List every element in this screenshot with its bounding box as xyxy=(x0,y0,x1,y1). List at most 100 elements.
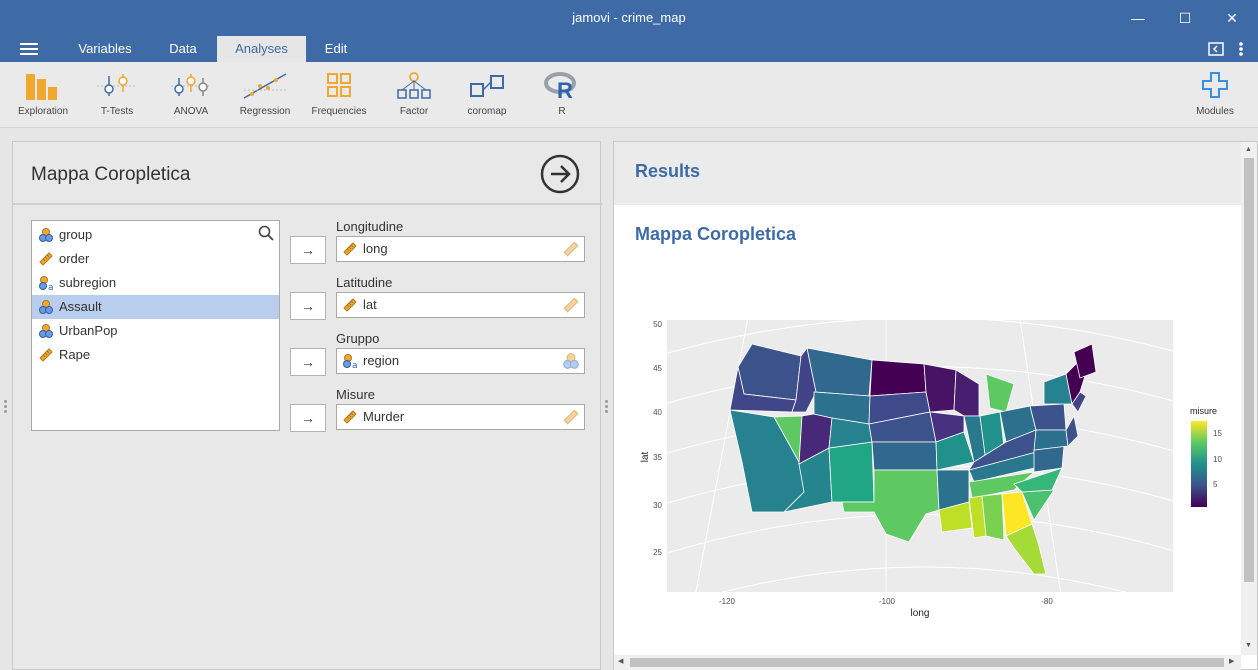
factor-icon xyxy=(397,72,431,99)
ribbon-frequencies[interactable]: Frequencies xyxy=(308,70,370,117)
ribbon-label: Frequencies xyxy=(311,106,367,117)
tab-variables[interactable]: Variables xyxy=(78,41,132,56)
ribbon-label: Modules xyxy=(1196,106,1234,117)
menu-bar: Variables Data Analyses Edit xyxy=(0,36,1258,62)
nominal-text-variable-icon: a xyxy=(343,354,358,369)
scroll-down-icon[interactable]: ▼ xyxy=(1245,642,1252,649)
move-to-latitude-button[interactable]: → xyxy=(290,292,326,320)
scroll-right-icon[interactable]: ▶ xyxy=(1229,658,1235,665)
longitude-slot[interactable]: long xyxy=(336,236,585,262)
results-header: Results xyxy=(614,142,1241,205)
slot-label-group: Gruppo xyxy=(336,331,380,346)
scroll-left-icon[interactable]: ◀ xyxy=(618,658,624,665)
options-panel: Mappa Coropletica group order a subregio… xyxy=(12,141,602,670)
minimize-icon[interactable]: — xyxy=(1131,10,1145,26)
tab-analyses[interactable]: Analyses xyxy=(217,36,306,62)
tab-edit[interactable]: Edit xyxy=(324,41,348,56)
ribbon-anova[interactable]: ANOVA xyxy=(166,70,216,117)
x-axis-title: long xyxy=(911,608,930,619)
y-tick-label: 40 xyxy=(653,408,662,417)
list-item[interactable]: order xyxy=(32,247,279,271)
legend-tick-label: 10 xyxy=(1213,455,1222,464)
left-splitter-handle[interactable] xyxy=(4,400,7,415)
center-splitter-handle[interactable] xyxy=(605,400,608,415)
coromap-icon xyxy=(470,75,504,97)
svg-text:a: a xyxy=(48,283,54,291)
move-to-measures-button[interactable]: → xyxy=(290,404,326,432)
slot-label-latitude: Latitudine xyxy=(336,275,393,290)
continuous-variable-icon xyxy=(39,252,53,266)
y-tick-label: 30 xyxy=(653,501,662,510)
y-tick-label: 35 xyxy=(653,453,662,462)
ribbon-coromap[interactable]: coromap xyxy=(462,70,512,117)
maximize-icon[interactable]: ☐ xyxy=(1178,10,1192,26)
variable-name: subregion xyxy=(59,275,117,290)
vertical-scroll-thumb[interactable] xyxy=(1244,158,1254,582)
nominal-text-variable-icon: a xyxy=(39,276,54,291)
variable-name: Assault xyxy=(59,299,102,314)
continuous-type-icon xyxy=(563,409,579,425)
ribbon-t-tests[interactable]: T-Tests xyxy=(92,70,142,117)
ribbon-modules[interactable]: Modules xyxy=(1190,70,1240,117)
hamburger-menu-icon[interactable] xyxy=(20,43,38,55)
variable-list[interactable]: group order a subregion Assault UrbanPop… xyxy=(31,220,280,431)
results-analysis-title: Mappa Coropletica xyxy=(635,224,797,244)
nominal-variable-icon xyxy=(39,300,53,314)
list-item[interactable]: Rape xyxy=(32,343,279,367)
anova-icon xyxy=(171,74,211,96)
svg-text:R: R xyxy=(557,78,573,102)
vertical-scrollbar[interactable]: ▲ ▼ xyxy=(1241,142,1257,655)
slot-value: lat xyxy=(363,297,377,312)
panel-divider xyxy=(13,203,602,205)
close-icon[interactable]: ✕ xyxy=(1226,10,1238,26)
run-arrow-icon[interactable] xyxy=(540,154,580,194)
continuous-type-icon xyxy=(563,297,579,313)
ribbon-factor[interactable]: Factor xyxy=(392,70,436,117)
slot-label-longitude: Longitudine xyxy=(336,219,404,234)
legend-tick-label: 15 xyxy=(1213,429,1222,438)
r-logo-icon: R xyxy=(544,72,576,102)
nominal-variable-icon xyxy=(39,228,53,242)
nominal-type-icon xyxy=(563,353,579,369)
search-icon[interactable] xyxy=(258,225,274,241)
window-title: jamovi - crime_map xyxy=(572,10,686,25)
list-item[interactable]: a subregion xyxy=(32,271,279,295)
analysis-title: Mappa Coropletica xyxy=(31,164,191,185)
t-tests-icon xyxy=(97,74,137,96)
plus-icon xyxy=(1202,72,1228,98)
horizontal-scroll-thumb[interactable] xyxy=(630,658,1224,667)
group-slot[interactable]: a region xyxy=(336,348,585,374)
tab-data[interactable]: Data xyxy=(169,41,197,56)
measures-slot[interactable]: Murder xyxy=(336,404,585,430)
list-item[interactable]: UrbanPop xyxy=(32,319,279,343)
more-options-icon[interactable] xyxy=(1236,41,1246,57)
y-tick-label: 45 xyxy=(653,364,662,373)
y-tick-label: 25 xyxy=(653,548,662,557)
svg-text:a: a xyxy=(352,361,358,369)
list-item[interactable]: group xyxy=(32,223,279,247)
continuous-type-icon xyxy=(563,241,579,257)
list-item[interactable]: Assault xyxy=(32,295,279,319)
variable-name: order xyxy=(59,251,90,266)
x-tick-label: -80 xyxy=(1041,597,1053,606)
choropleth-map-plot[interactable]: 50 45 40 35 30 25 -120 -100 -80 long lat… xyxy=(634,312,1234,622)
x-axis: -120 -100 -80 xyxy=(719,597,1053,606)
y-axis-title: lat xyxy=(640,451,651,462)
move-to-longitude-button[interactable]: → xyxy=(290,236,326,264)
slot-value: region xyxy=(363,353,400,368)
legend-title: misure xyxy=(1190,406,1217,416)
horizontal-scrollbar[interactable]: ◀ ▶ xyxy=(614,655,1241,670)
results-panel: Results Mappa Coropletica xyxy=(613,141,1258,670)
ribbon-exploration[interactable]: Exploration xyxy=(14,70,72,117)
scroll-up-icon[interactable]: ▲ xyxy=(1245,146,1252,153)
latitude-slot[interactable]: lat xyxy=(336,292,585,318)
ribbon-regression[interactable]: Regression xyxy=(236,70,294,117)
analyses-ribbon: Exploration T-Tests ANOVA Regression xyxy=(0,62,1258,128)
variable-name: UrbanPop xyxy=(59,323,118,338)
move-to-group-button[interactable]: → xyxy=(290,348,326,376)
ribbon-r[interactable]: R R xyxy=(540,70,584,117)
x-tick-label: -100 xyxy=(879,597,896,606)
ribbon-label: ANOVA xyxy=(173,106,209,117)
panel-toggle-icon[interactable] xyxy=(1208,41,1224,57)
variable-name: Rape xyxy=(59,347,91,362)
